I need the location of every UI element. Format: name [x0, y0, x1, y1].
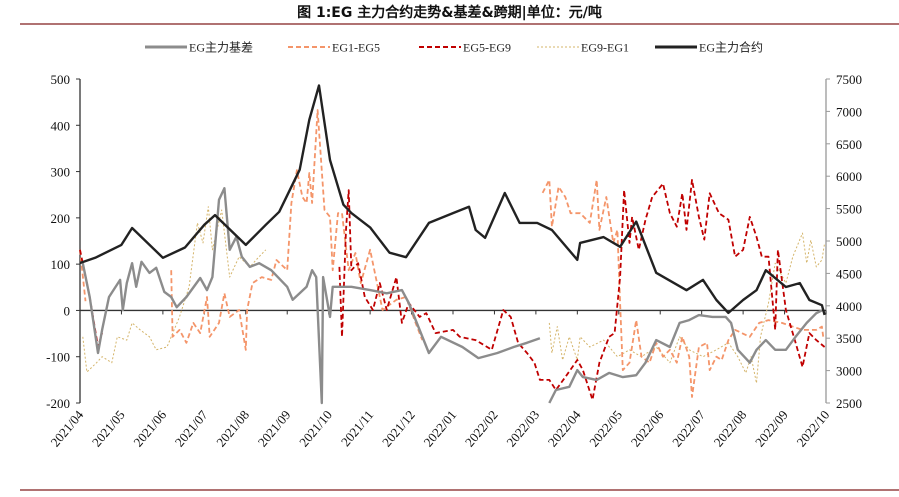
left-tick-label: 0	[64, 303, 71, 318]
legend-label: EG5-EG9	[463, 41, 511, 55]
x-tick-label: 2022/02	[462, 407, 501, 449]
left-tick-label: 300	[51, 165, 71, 180]
x-tick-label: 2021/04	[47, 407, 86, 450]
left-tick-label: 500	[51, 72, 71, 87]
right-tick-label: 4500	[836, 266, 862, 281]
title-divider	[20, 23, 899, 25]
x-tick-label: 2021/06	[130, 407, 169, 450]
right-tick-label: 6000	[836, 169, 862, 184]
x-tick-label: 2022/07	[669, 407, 708, 450]
right-tick-label: 2500	[836, 396, 862, 411]
x-tick-label: 2022/04	[545, 407, 584, 450]
series-line-4	[79, 84, 826, 316]
x-tick-label: 2021/08	[213, 407, 252, 449]
right-tick-label: 5500	[836, 202, 862, 217]
right-tick-label: 4000	[836, 299, 862, 314]
left-tick-label: 400	[51, 118, 71, 133]
x-tick-label: 2022/09	[752, 407, 791, 449]
chart-title: 图 1:EG 主力合约走势&基差&跨期|单位：元/吨	[297, 5, 602, 21]
bottom-divider	[20, 489, 899, 491]
x-tick-label: 2021/12	[379, 407, 418, 449]
right-tick-label: 6500	[836, 137, 862, 152]
left-tick-label: -200	[46, 396, 70, 411]
right-tick-label: 7500	[836, 72, 862, 87]
right-tick-label: 3500	[836, 331, 862, 346]
x-tick-label: 2021/11	[338, 407, 377, 449]
x-tick-label: 2022/06	[628, 407, 667, 450]
x-tick-label: 2022/03	[503, 407, 542, 449]
x-tick-label: 2022/01	[420, 407, 459, 449]
series-lines	[79, 84, 826, 405]
right-tick-label: 7000	[836, 104, 862, 119]
right-tick-label: 3000	[836, 364, 862, 379]
legend-label: EG主力基差	[189, 41, 253, 55]
series-line-1	[79, 109, 825, 398]
x-tick-label: 2022/05	[586, 407, 625, 449]
legend-label: EG主力合约	[699, 40, 763, 55]
x-tick-label: 2021/05	[89, 407, 128, 449]
left-tick-label: 200	[51, 211, 71, 226]
series-line-0	[81, 187, 823, 405]
left-tick-label: -100	[46, 350, 70, 365]
axes: 500 400 300 200 100 0 -100 -200 7500 7000 6500 6000…	[46, 72, 862, 450]
x-tick-label: 2021/10	[296, 407, 335, 449]
x-tick-label: 2022/10	[793, 407, 832, 449]
x-tick-label: 2022/08	[711, 407, 750, 449]
series-line-3	[82, 206, 826, 384]
x-tick-label: 2021/09	[255, 407, 294, 449]
legend: EG主力基差 EG1-EG5 EG5-EG9 EG9-EG1 EG主力合约	[145, 40, 763, 55]
legend-label: EG1-EG5	[332, 41, 380, 55]
x-tick-label: 2021/07	[172, 407, 211, 450]
left-tick-label: 100	[51, 257, 71, 272]
right-tick-label: 5000	[836, 234, 862, 249]
legend-label: EG9-EG1	[581, 41, 629, 55]
